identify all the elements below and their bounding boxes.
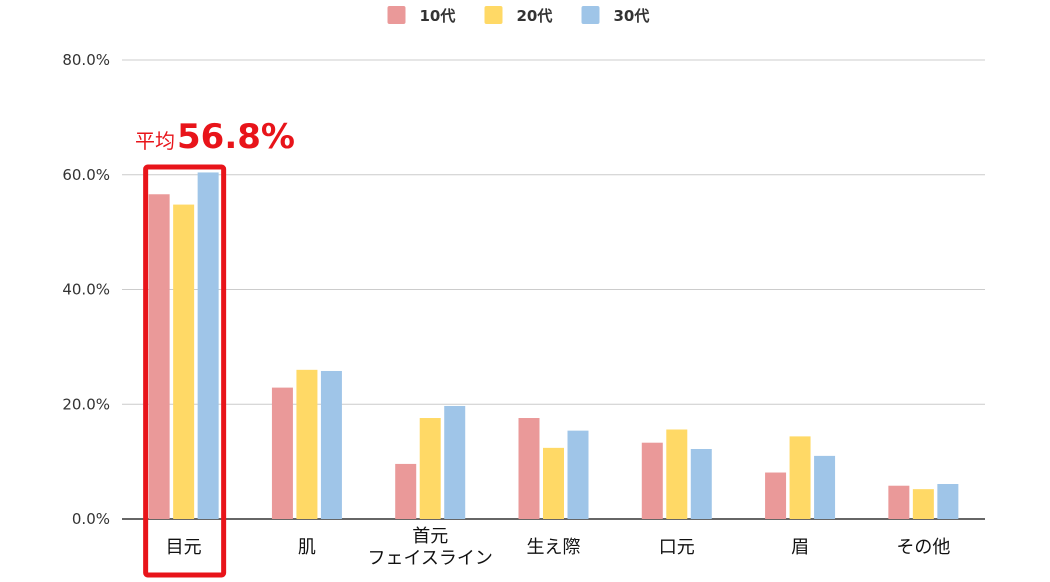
bar [395, 463, 417, 519]
x-tick-label-line: 首元 [412, 526, 448, 547]
bar [518, 418, 540, 519]
legend: 10代 20代 30代 [387, 6, 650, 25]
bar [567, 430, 589, 519]
callout-value: 56.8% [177, 117, 295, 157]
bar [937, 484, 959, 519]
legend-label: 20代 [517, 7, 553, 25]
legend-label: 30代 [614, 7, 650, 25]
bar [641, 442, 663, 519]
legend-label: 10代 [420, 7, 456, 25]
x-tick-label: 首元フェイスライン [367, 526, 492, 569]
callout-text: 平均56.8% [135, 117, 295, 157]
x-tick-label-line: 眉 [791, 537, 809, 558]
y-tick-label: 60.0% [62, 166, 110, 184]
bar [320, 370, 342, 519]
bar [666, 429, 688, 519]
x-tick-label-line: 生え際 [527, 537, 581, 558]
x-tick-label: その他 [896, 537, 950, 558]
bar [296, 369, 318, 519]
y-tick-label: 80.0% [62, 51, 110, 69]
bar [912, 489, 934, 519]
x-tick-label-line: フェイスライン [367, 548, 492, 569]
y-tick-label: 20.0% [62, 395, 110, 413]
bar [148, 194, 170, 519]
x-tick-label: 口元 [659, 537, 695, 558]
highlight-box [143, 164, 227, 578]
bars [148, 172, 959, 519]
bar [173, 204, 195, 519]
bar [888, 485, 910, 519]
bar [789, 436, 811, 519]
legend-swatch [581, 6, 600, 24]
bar [444, 405, 466, 519]
x-tick-label-line: 口元 [659, 537, 695, 558]
y-tick-label: 40.0% [62, 281, 110, 299]
x-tick-label-line: その他 [896, 537, 950, 558]
y-axis: 0.0% 20.0% 40.0% 60.0% 80.0% [62, 51, 110, 528]
bar [690, 449, 712, 519]
bar [271, 387, 293, 519]
x-axis: 目元 肌 首元フェイスライン 生え際 口元 眉 その他 [166, 526, 951, 569]
y-tick-label: 0.0% [72, 510, 110, 528]
x-tick-label: 眉 [791, 537, 809, 558]
callout-prefix: 平均 [135, 129, 175, 153]
legend-swatch [387, 6, 406, 24]
bar [814, 455, 836, 519]
x-tick-label: 目元 [166, 537, 202, 558]
bar [765, 472, 787, 519]
x-tick-label-line: 目元 [166, 537, 202, 558]
callout: 平均56.8% [135, 117, 295, 578]
bar [197, 172, 219, 519]
x-tick-label-line: 肌 [298, 537, 316, 558]
x-tick-label: 生え際 [527, 537, 581, 558]
bar [543, 447, 564, 519]
bar [419, 418, 441, 519]
legend-swatch [484, 6, 503, 24]
x-tick-label: 肌 [298, 537, 316, 558]
